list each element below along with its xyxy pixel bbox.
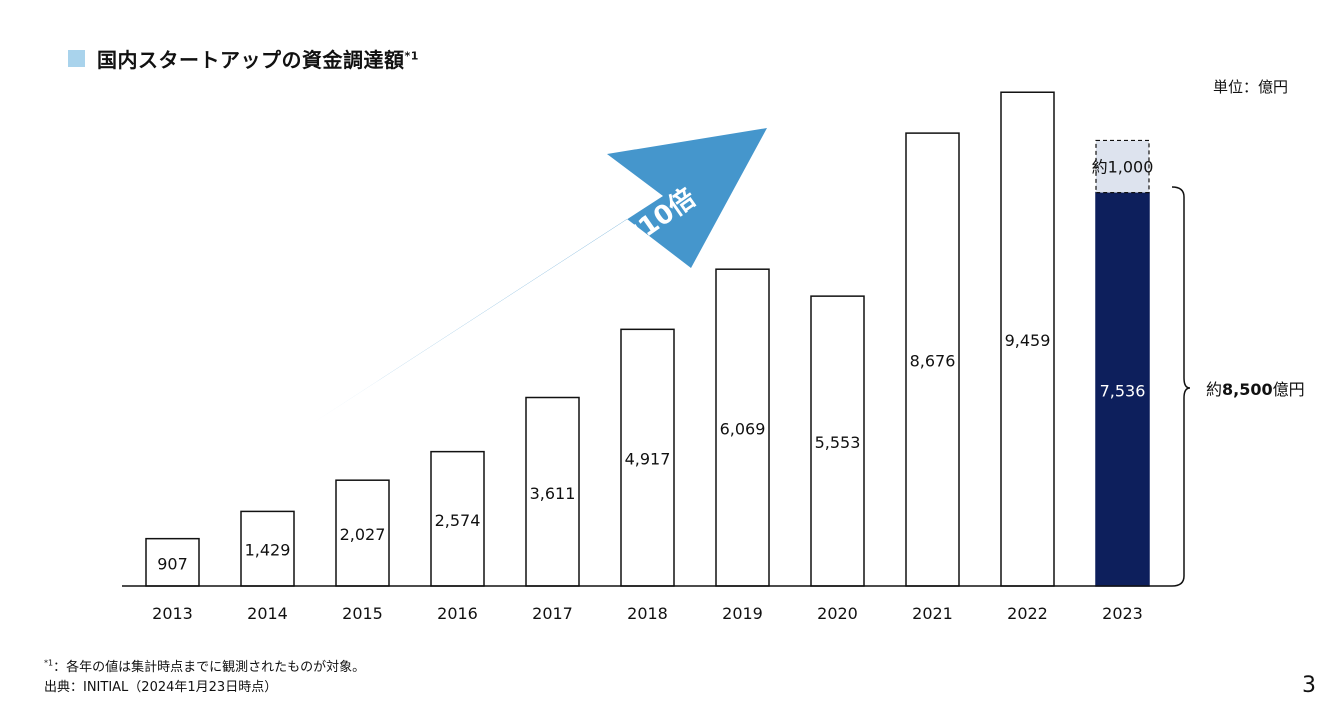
data-label-bg — [528, 480, 577, 505]
footnote-1: *1：各年の値は集計時点までに観測されたものが対象。 — [44, 658, 366, 675]
x-tick-2016: 2016 — [437, 604, 478, 623]
data-label-bg — [148, 551, 197, 576]
data-label-2013: 907 — [157, 554, 188, 573]
total-brace-shape — [1171, 186, 1191, 587]
total-brace: 約8,500億円 — [1171, 186, 1305, 587]
data-label-2023: 7,536 — [1100, 381, 1146, 400]
data-label-bg — [623, 446, 672, 471]
page-title: 国内スタートアップの資金調達額*1 — [97, 48, 419, 72]
title-footnote-mark: *1 — [404, 49, 419, 63]
footnote-mark: *1 — [44, 658, 54, 668]
data-label-2021: 8,676 — [910, 352, 956, 371]
title-square-icon — [68, 50, 85, 67]
bar-2023 — [1095, 191, 1150, 587]
data-label-bg — [908, 348, 957, 373]
x-tick-2017: 2017 — [532, 604, 573, 623]
footnote-source: 出典：INITIAL（2024年1月23日時点） — [44, 680, 278, 695]
data-label-bg — [1003, 328, 1052, 353]
data-label-bg — [433, 507, 482, 532]
page-number: 3 — [1302, 673, 1316, 698]
x-tick-2022: 2022 — [1007, 604, 1048, 623]
x-tick-2020: 2020 — [817, 604, 858, 623]
x-tick-2021: 2021 — [912, 604, 953, 623]
x-tick-2023: 2023 — [1102, 604, 1143, 623]
data-label-2022: 9,459 — [1005, 331, 1051, 350]
data-label-bg — [243, 537, 292, 562]
x-tick-2014: 2014 — [247, 604, 288, 623]
data-label-2019: 6,069 — [720, 420, 766, 439]
data-label-2015: 2,027 — [340, 525, 386, 544]
data-label-2014: 1,429 — [245, 541, 291, 560]
estimate-label: 約1,000 — [1092, 158, 1154, 177]
data-label-bg — [718, 416, 767, 441]
x-tick-2015: 2015 — [342, 604, 383, 623]
title-block: 国内スタートアップの資金調達額*1 — [68, 44, 419, 73]
growth-arrow-shape — [316, 128, 767, 421]
bar-2023-estimate — [1095, 139, 1150, 194]
x-tick-2018: 2018 — [627, 604, 668, 623]
data-label-2016: 2,574 — [435, 511, 481, 530]
data-label-2018: 4,917 — [625, 450, 671, 469]
total-annotation: 約8,500億円 — [1206, 380, 1305, 399]
data-label-2017: 3,611 — [530, 484, 576, 503]
x-tick-2019: 2019 — [722, 604, 763, 623]
data-label-bg — [338, 522, 387, 547]
growth-arrow: 10年で約10倍 — [316, 128, 767, 421]
data-label-2020: 5,553 — [815, 433, 861, 452]
unit-label: 単位：億円 — [1212, 78, 1288, 96]
data-label-bg — [813, 430, 862, 455]
x-tick-2013: 2013 — [152, 604, 193, 623]
